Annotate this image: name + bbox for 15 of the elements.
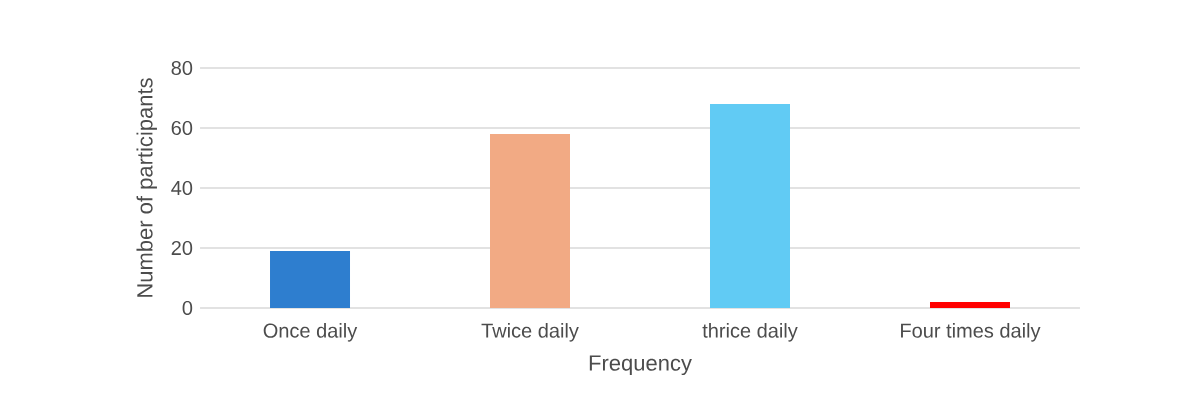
- bar: [490, 134, 570, 308]
- x-axis-title: Frequency: [589, 355, 692, 376]
- bar: [710, 104, 790, 308]
- y-axis-title: Number of participants: [136, 78, 157, 297]
- x-tick-label: Four times daily: [901, 323, 1041, 342]
- bar: [270, 250, 351, 308]
- y-tick-label: 0: [182, 300, 193, 316]
- y-tick-label: 40: [171, 180, 193, 196]
- x-tick-label: Twice daily: [481, 323, 579, 342]
- y-tick-label: 80: [171, 60, 193, 76]
- x-tick-label: Once daily: [263, 323, 358, 342]
- x-tick-label: thrice daily: [702, 323, 798, 342]
- y-tick-label: 20: [171, 240, 193, 256]
- y-tick-label: 60: [171, 120, 193, 136]
- bar: [929, 301, 1010, 308]
